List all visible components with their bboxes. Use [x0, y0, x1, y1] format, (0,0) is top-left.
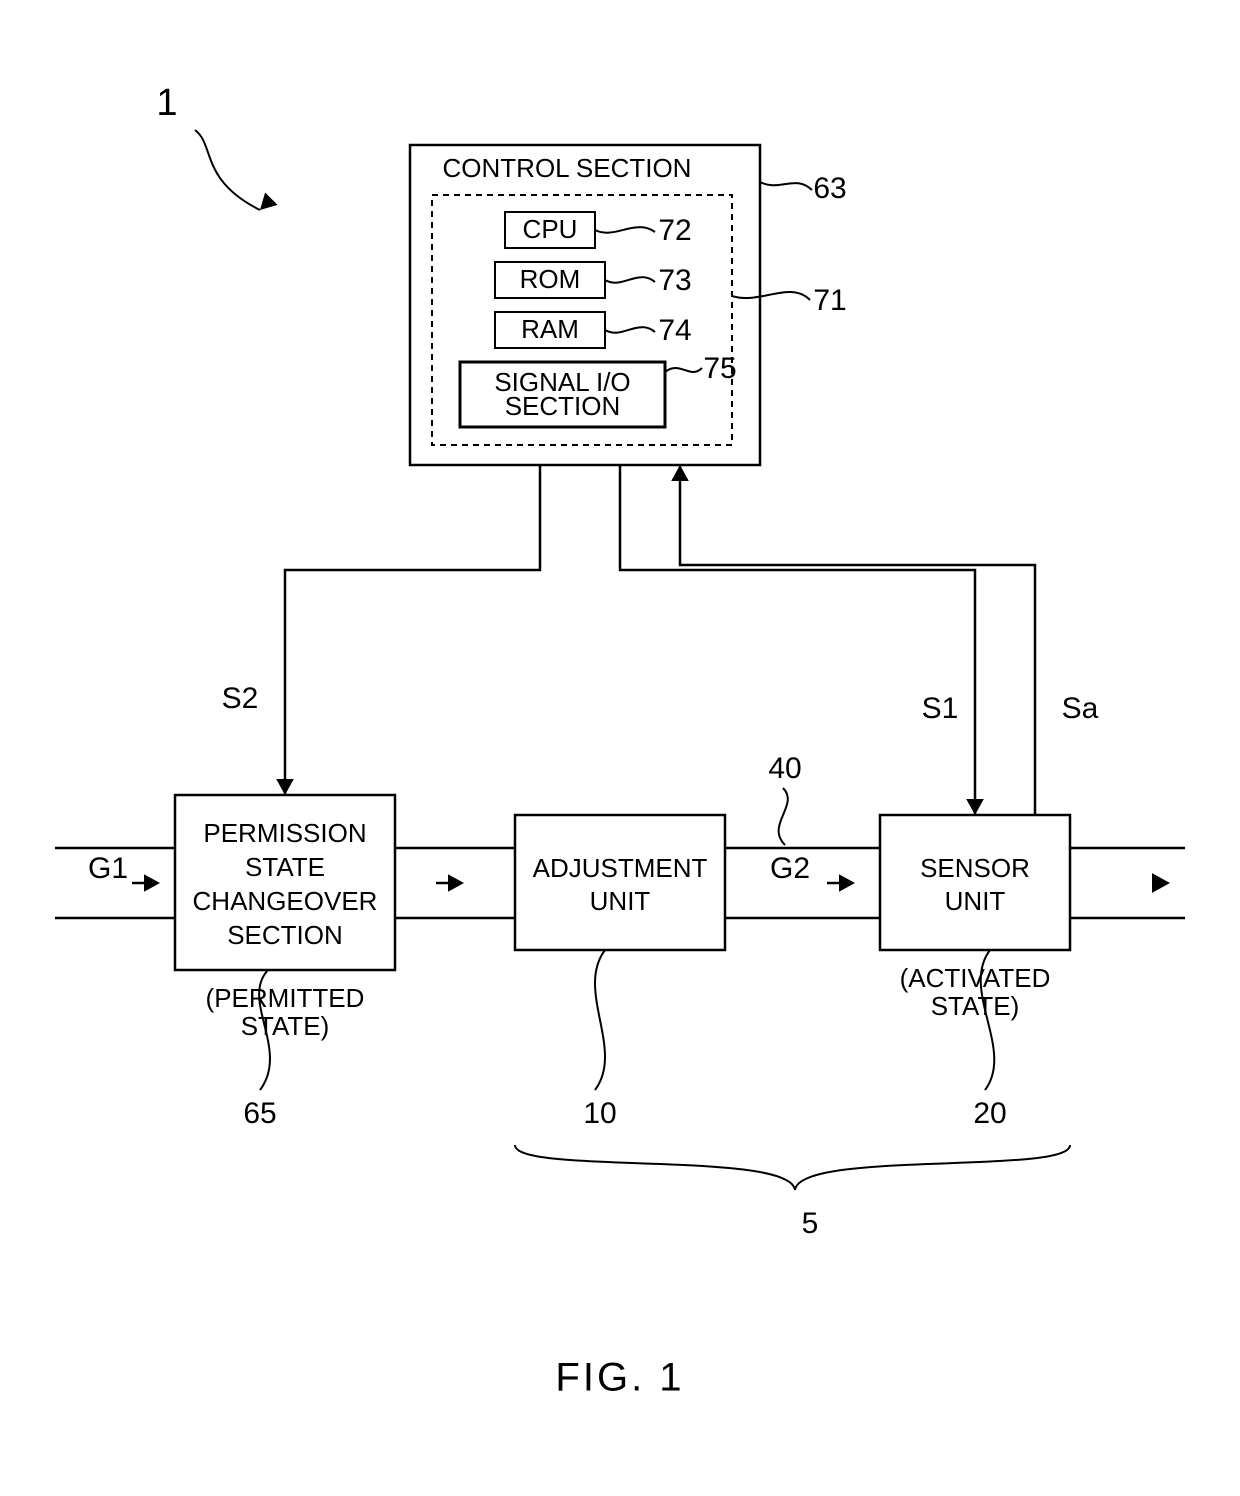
ref-65: 65 — [243, 1097, 276, 1130]
activated-state-1: (ACTIVATED — [900, 963, 1051, 993]
signal-io-line2: SECTION — [505, 391, 621, 421]
permitted-state-1: (PERMITTED — [206, 983, 365, 1013]
ref-72: 72 — [658, 214, 691, 247]
ref-40: 40 — [768, 752, 801, 785]
sa-label: Sa — [1062, 692, 1099, 725]
control-section-title: CONTROL SECTION — [443, 153, 692, 183]
permission-line-1: STATE — [245, 852, 325, 882]
permission-line-0: PERMISSION — [203, 818, 366, 848]
adjustment-line-0: ADJUSTMENT — [533, 853, 708, 883]
s2-label: S2 — [222, 682, 259, 715]
ref-20: 20 — [973, 1097, 1006, 1130]
sensor-line-0: SENSOR — [920, 853, 1030, 883]
cpu: CPU — [523, 214, 578, 244]
ram: RAM — [521, 314, 579, 344]
adjustment-line-1: UNIT — [590, 886, 651, 916]
s1-label: S1 — [922, 692, 959, 725]
rom: ROM — [520, 264, 581, 294]
g1-label: G1 — [88, 852, 128, 885]
ref-10: 10 — [583, 1097, 616, 1130]
figure-label: FIG. 1 — [555, 1356, 684, 1400]
ref-63: 63 — [813, 172, 846, 205]
permission-line-3: SECTION — [227, 920, 343, 950]
ref-5: 5 — [802, 1207, 819, 1240]
ref-71: 71 — [813, 284, 846, 317]
permitted-state-2: STATE) — [241, 1011, 330, 1041]
activated-state-2: STATE) — [931, 991, 1020, 1021]
g2-label: G2 — [770, 852, 810, 885]
ref-75: 75 — [703, 352, 736, 385]
ref-74: 74 — [658, 314, 691, 347]
permission-line-2: CHANGEOVER — [193, 886, 378, 916]
sensor-line-1: UNIT — [945, 886, 1006, 916]
ref-73: 73 — [658, 264, 691, 297]
ref-1: 1 — [156, 82, 177, 124]
